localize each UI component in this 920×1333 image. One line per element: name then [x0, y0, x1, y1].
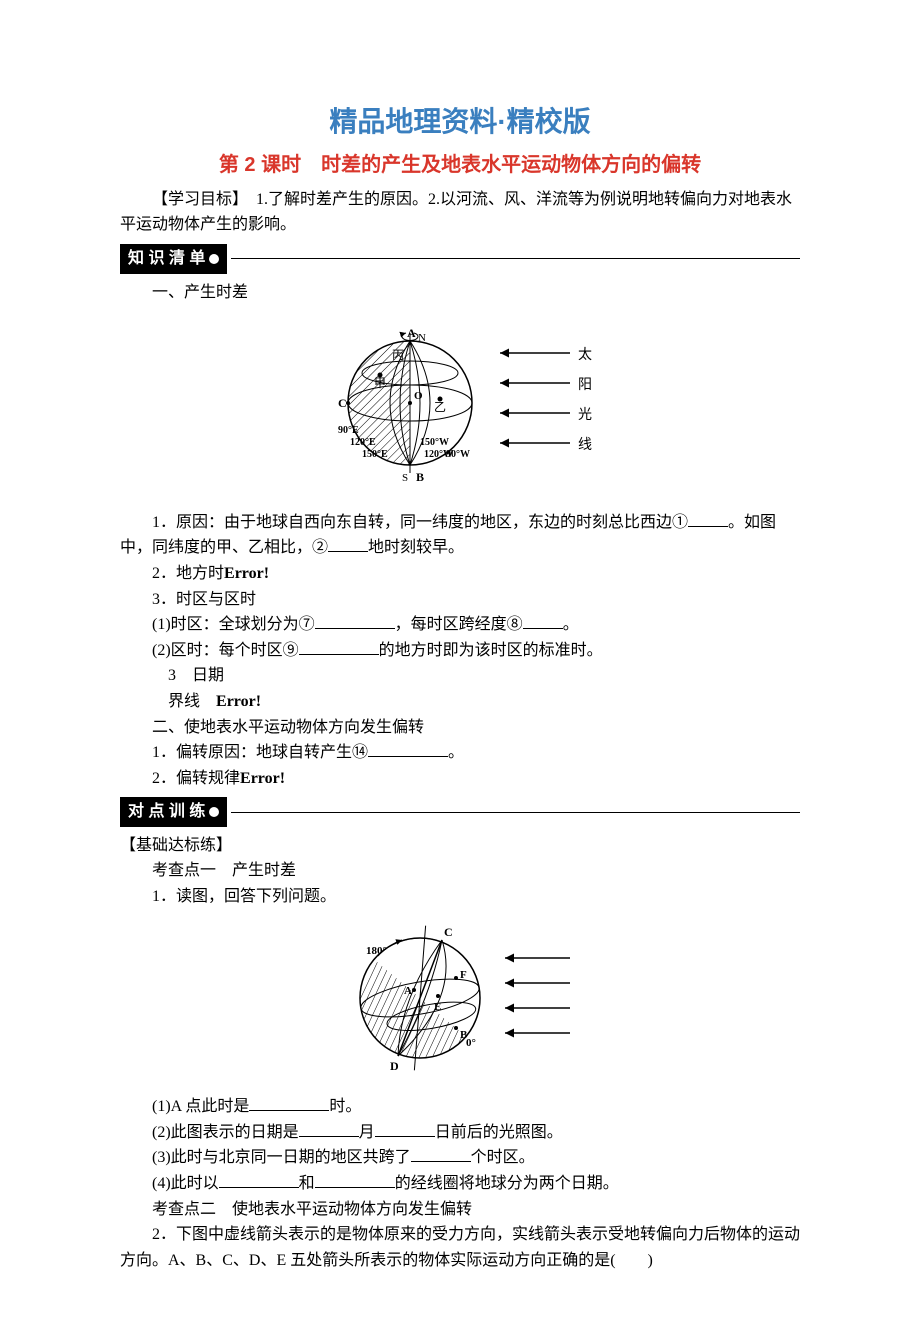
svg-text:线: 线: [578, 437, 592, 453]
svg-text:光: 光: [578, 407, 592, 423]
s2-p2: 2．偏转规律Error!: [120, 766, 800, 792]
q1-cat: 考查点一 产生时差: [120, 858, 800, 884]
svg-text:180°: 180°: [366, 945, 387, 957]
s1-heading: 一、产生时差: [120, 280, 800, 306]
svg-text:N: N: [418, 332, 426, 344]
svg-text:丙: 丙: [392, 348, 404, 362]
svg-text:太: 太: [578, 347, 592, 363]
bullet-icon: [209, 807, 219, 817]
objectives: 【学习目标】 1.了解时差产生的原因。2.以河流、风、洋流等为例说明地转偏向力对…: [120, 187, 800, 238]
svg-text:D: D: [390, 1059, 399, 1073]
svg-text:甲: 甲: [374, 376, 386, 390]
s1-p4a: 3 日期: [120, 663, 800, 689]
s2-p1: 1．偏转原因：地球自转产生⑭。: [120, 740, 800, 766]
svg-text:C: C: [444, 925, 453, 939]
section-header-knowledge: 知 识 清 单: [120, 244, 800, 274]
q2-stem: 2．下图中虚线箭头表示的是物体原来的受力方向，实线箭头表示受地转偏向力后物体的运…: [120, 1222, 800, 1273]
q1-4: (4)此时以和的经线圈将地球分为两个日期。: [120, 1171, 800, 1197]
q1-stem: 1．读图，回答下列问题。: [120, 884, 800, 910]
rule-line: [231, 812, 800, 813]
s2-heading: 二、使地表水平运动物体方向发生偏转: [120, 715, 800, 741]
bullet-icon: [209, 254, 219, 264]
prac-heading: 【基础达标练】: [120, 833, 800, 859]
section-header-practice: 对 点 训 练: [120, 797, 800, 827]
s1-p3-1: (1)时区：全球划分为⑦，每时区跨经度⑧。: [120, 612, 800, 638]
s1-p3: 3．时区与区时: [120, 587, 800, 613]
svg-text:120°E: 120°E: [350, 437, 376, 448]
rule-line: [231, 258, 800, 259]
q1-1: (1)A 点此时是时。: [120, 1094, 800, 1120]
svg-text:O: O: [414, 390, 423, 402]
svg-text:150°W: 150°W: [420, 437, 449, 448]
s1-p1: 1．原因：由于地球自西向东自转，同一纬度的地区，东边的时刻总比西边①。如图中，同…: [120, 510, 800, 561]
sub-title: 第 2 课时 时差的产生及地表水平运动物体方向的偏转: [120, 149, 800, 181]
svg-text:阳: 阳: [578, 377, 592, 393]
figure-2: C D A E F B 180° 0°: [120, 918, 800, 1087]
svg-text:S: S: [402, 472, 408, 484]
svg-text:0°: 0°: [466, 1037, 476, 1049]
svg-text:B: B: [416, 470, 424, 484]
svg-text:A: A: [407, 326, 416, 340]
svg-text:90°E: 90°E: [338, 425, 359, 436]
s1-p3-2: (2)区时：每个时区⑨的地方时即为该时区的标准时。: [120, 638, 800, 664]
svg-text:90°W: 90°W: [446, 449, 470, 460]
svg-text:150°E: 150°E: [362, 449, 388, 460]
s1-p4b: 界线 Error!: [120, 689, 800, 715]
svg-text:C: C: [338, 396, 347, 410]
s1-p2: 2．地方时Error!: [120, 561, 800, 587]
q1-2: (2)此图表示的日期是月日前后的光照图。: [120, 1120, 800, 1146]
section-practice-label: 对 点 训 练: [128, 799, 205, 825]
q2-cat: 考查点二 使地表水平运动物体方向发生偏转: [120, 1197, 800, 1223]
svg-text:E: E: [434, 1001, 441, 1013]
svg-text:A: A: [404, 985, 412, 997]
svg-text:乙: 乙: [434, 400, 446, 414]
main-title: 精品地理资料·精校版: [120, 100, 800, 145]
figure-1: A N C O 丙 甲 乙 S B 90°E 120°E 150°E 150°W…: [120, 313, 800, 502]
q1-3: (3)此时与北京同一日期的地区共跨了个时区。: [120, 1145, 800, 1171]
svg-text:F: F: [460, 969, 467, 981]
section-knowledge-label: 知 识 清 单: [128, 246, 205, 272]
